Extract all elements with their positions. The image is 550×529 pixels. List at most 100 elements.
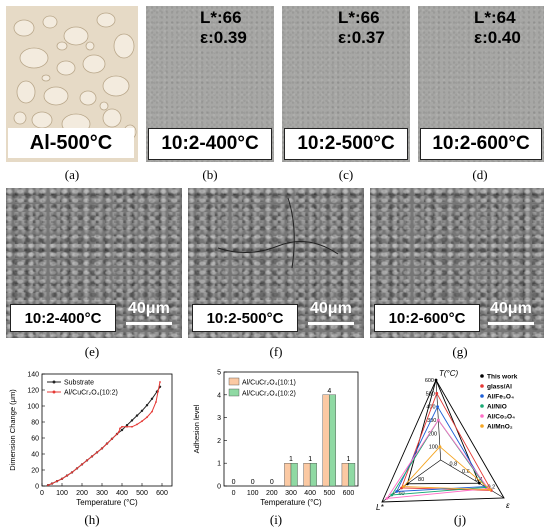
data-point bbox=[116, 433, 118, 435]
axis-tick-label: 0.2 bbox=[488, 484, 496, 490]
sem-10-2-600: 10:2-600°C 40μm bbox=[370, 188, 544, 338]
data-point bbox=[488, 488, 492, 492]
legend-marker bbox=[480, 414, 484, 418]
legend-swatch bbox=[228, 388, 240, 397]
data-label: 1 bbox=[346, 456, 350, 463]
subfigure-label-f: (f) bbox=[269, 344, 283, 359]
data-point bbox=[145, 404, 149, 407]
data-label: 0 bbox=[251, 479, 255, 486]
data-point bbox=[76, 467, 78, 470]
bar bbox=[322, 394, 330, 487]
plot-frame bbox=[41, 373, 173, 487]
data-point bbox=[151, 410, 153, 413]
data-point bbox=[126, 425, 128, 428]
panel-label: 10:2-400°C bbox=[10, 304, 116, 332]
series-line bbox=[47, 386, 161, 486]
y-tick-label: 140 bbox=[27, 372, 39, 379]
axis-name: L* bbox=[376, 503, 384, 512]
data-point bbox=[150, 397, 154, 400]
legend-marker bbox=[52, 390, 56, 394]
legend-label: Al/CuCr₂O₄(10:2) bbox=[64, 390, 118, 397]
legend-marker bbox=[480, 404, 484, 408]
axis-tick-label: 500 bbox=[426, 391, 435, 397]
data-label: 1 bbox=[289, 456, 293, 463]
series-polygon bbox=[406, 378, 480, 485]
data-point bbox=[119, 427, 121, 430]
data-point bbox=[56, 480, 58, 483]
data-point bbox=[436, 418, 440, 422]
data-point bbox=[106, 442, 108, 445]
scale-bar-label: 40μm bbox=[490, 300, 532, 317]
data-point bbox=[130, 419, 134, 422]
y-tick-label: 120 bbox=[27, 388, 39, 395]
data-point bbox=[96, 451, 98, 454]
x-axis-label: Temperature (°C) bbox=[76, 498, 138, 507]
y-tick-label: 3 bbox=[217, 415, 221, 422]
series-polygon bbox=[400, 392, 493, 491]
subfigure-label-h: (h) bbox=[84, 512, 100, 527]
data-point bbox=[71, 471, 73, 474]
subfigure-label-e: (e) bbox=[84, 344, 100, 359]
y-tick-label: 0 bbox=[217, 484, 221, 491]
legend-label: Al/NiO bbox=[487, 404, 507, 411]
data-point bbox=[120, 428, 124, 432]
data-point bbox=[86, 459, 88, 462]
photo-10-2-500: L*:66 ε:0.37 10:2-500°C bbox=[282, 6, 410, 162]
adhesion-chart: 01234500100020003001400150046001Temperat… bbox=[192, 370, 359, 507]
data-point bbox=[395, 490, 399, 493]
series-polygon bbox=[385, 419, 489, 500]
lightness-value: L*:66 bbox=[338, 8, 380, 27]
data-point bbox=[81, 463, 83, 466]
radar-chart: T(°C)εL*1002003004005006000.80.60.40.280… bbox=[376, 369, 518, 512]
data-point bbox=[111, 437, 113, 440]
sem-10-2-400: 10:2-400°C 40μm bbox=[6, 188, 182, 338]
data-point bbox=[91, 455, 93, 458]
bar bbox=[341, 462, 349, 487]
emissivity-value: ε:0.40 bbox=[474, 28, 521, 47]
axis-tick-label: 80 bbox=[418, 477, 424, 483]
bar bbox=[329, 394, 336, 487]
legend-label: Al/CuCr₂O₄(10:1) bbox=[242, 380, 296, 387]
panel-label: 10:2-600°C bbox=[374, 304, 480, 332]
subfigure-label-b: (b) bbox=[202, 167, 218, 182]
x-tick-label: 100 bbox=[56, 490, 68, 497]
data-point bbox=[146, 416, 148, 419]
y-tick-label: 0 bbox=[35, 484, 39, 491]
axis-tick-label: 200 bbox=[428, 431, 437, 437]
data-point bbox=[436, 405, 439, 409]
axis-tick-label: 300 bbox=[427, 418, 436, 424]
axis-frame bbox=[381, 379, 505, 503]
data-point bbox=[121, 425, 123, 428]
axis-tick-label: 600 bbox=[425, 378, 434, 384]
data-point bbox=[141, 420, 143, 423]
x-tick-label: 200 bbox=[76, 490, 88, 497]
y-tick-label: 60 bbox=[31, 436, 39, 443]
panel-label: Al-500°C bbox=[8, 128, 134, 158]
subfigure-label-j: (j) bbox=[453, 512, 467, 527]
bar bbox=[309, 462, 317, 487]
y-axis-label: Adhesion level bbox=[192, 404, 201, 453]
x-tick-label: 300 bbox=[96, 490, 108, 497]
data-label: 1 bbox=[308, 456, 312, 463]
data-point bbox=[51, 482, 53, 485]
series-line bbox=[47, 381, 161, 486]
y-tick-label: 40 bbox=[31, 452, 39, 459]
lightness-value: L*:64 bbox=[474, 8, 516, 27]
data-label: 4 bbox=[327, 388, 331, 395]
bar bbox=[290, 462, 298, 487]
axis-spoke bbox=[440, 459, 505, 499]
x-tick-label: 600 bbox=[156, 490, 168, 497]
legend-label: Al/Fe₃O₄ bbox=[487, 394, 514, 401]
subfigure-label-a: (a) bbox=[64, 167, 80, 182]
scale-bar-label: 40μm bbox=[310, 300, 352, 317]
data-point bbox=[131, 425, 133, 428]
panel-label: 10:2-600°C bbox=[420, 128, 542, 160]
legend-marker bbox=[52, 380, 56, 384]
x-tick-label: 500 bbox=[136, 490, 148, 497]
legend-marker bbox=[480, 384, 484, 388]
data-point bbox=[66, 474, 68, 477]
data-point bbox=[385, 497, 389, 500]
legend-swatch bbox=[228, 377, 240, 386]
x-tick-label: 200 bbox=[266, 490, 278, 497]
sem-10-2-500: 10:2-500°C 40μm bbox=[188, 188, 364, 338]
